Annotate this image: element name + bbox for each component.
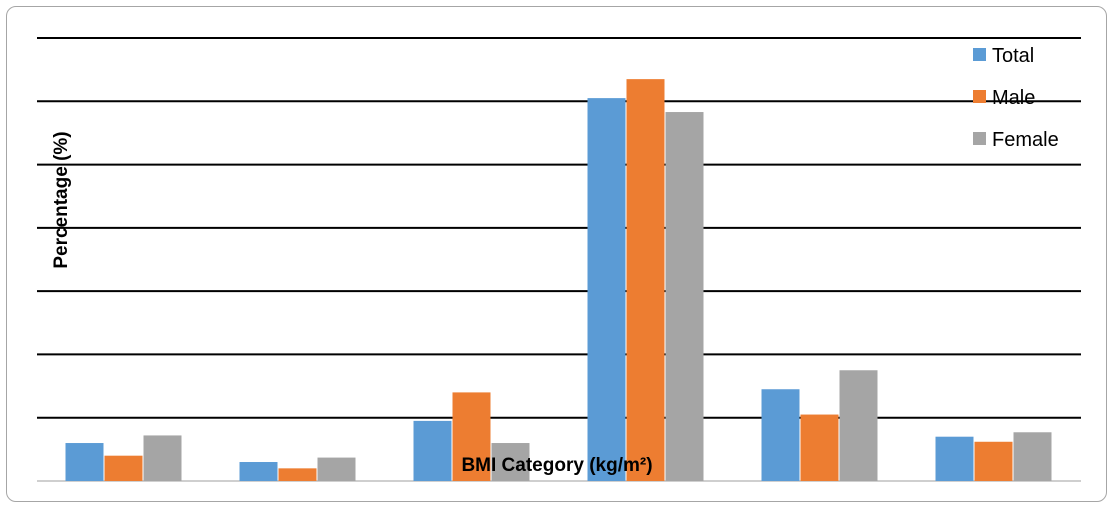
bar-male-2 [278,468,317,481]
legend-label-total: Total [992,45,1034,67]
bar-male-1 [104,455,143,481]
legend-swatch-male [973,90,986,103]
bar-female-6 [1013,432,1052,481]
bar-total-1 [65,443,104,481]
bar-male-4 [626,79,665,481]
y-axis-label: Percentage (%) [51,131,72,268]
bar-female-1 [143,435,182,481]
chart-frame [6,6,1107,502]
bar-total-6 [935,436,974,481]
bar-female-5 [839,370,878,481]
legend-label-female: Female [992,129,1059,151]
bar-male-6 [974,441,1013,481]
bar-female-4 [665,112,704,482]
bar-total-4 [587,98,626,481]
x-axis-label: BMI Category (kg/m²) [461,455,652,476]
bar-female-2 [317,457,356,481]
bar-total-2 [239,462,278,481]
bar-male-5 [800,414,839,481]
bar-total-5 [761,389,800,481]
bars [65,79,1052,482]
legend-label-male: Male [992,87,1035,109]
legend-swatch-female [973,132,986,145]
bar-male-3 [452,392,491,481]
legend: Total Male Female [973,45,1059,151]
legend-swatch-total [973,48,986,61]
gridlines [37,37,1081,482]
bar-female-3 [491,443,530,481]
bar-total-3 [413,420,452,481]
